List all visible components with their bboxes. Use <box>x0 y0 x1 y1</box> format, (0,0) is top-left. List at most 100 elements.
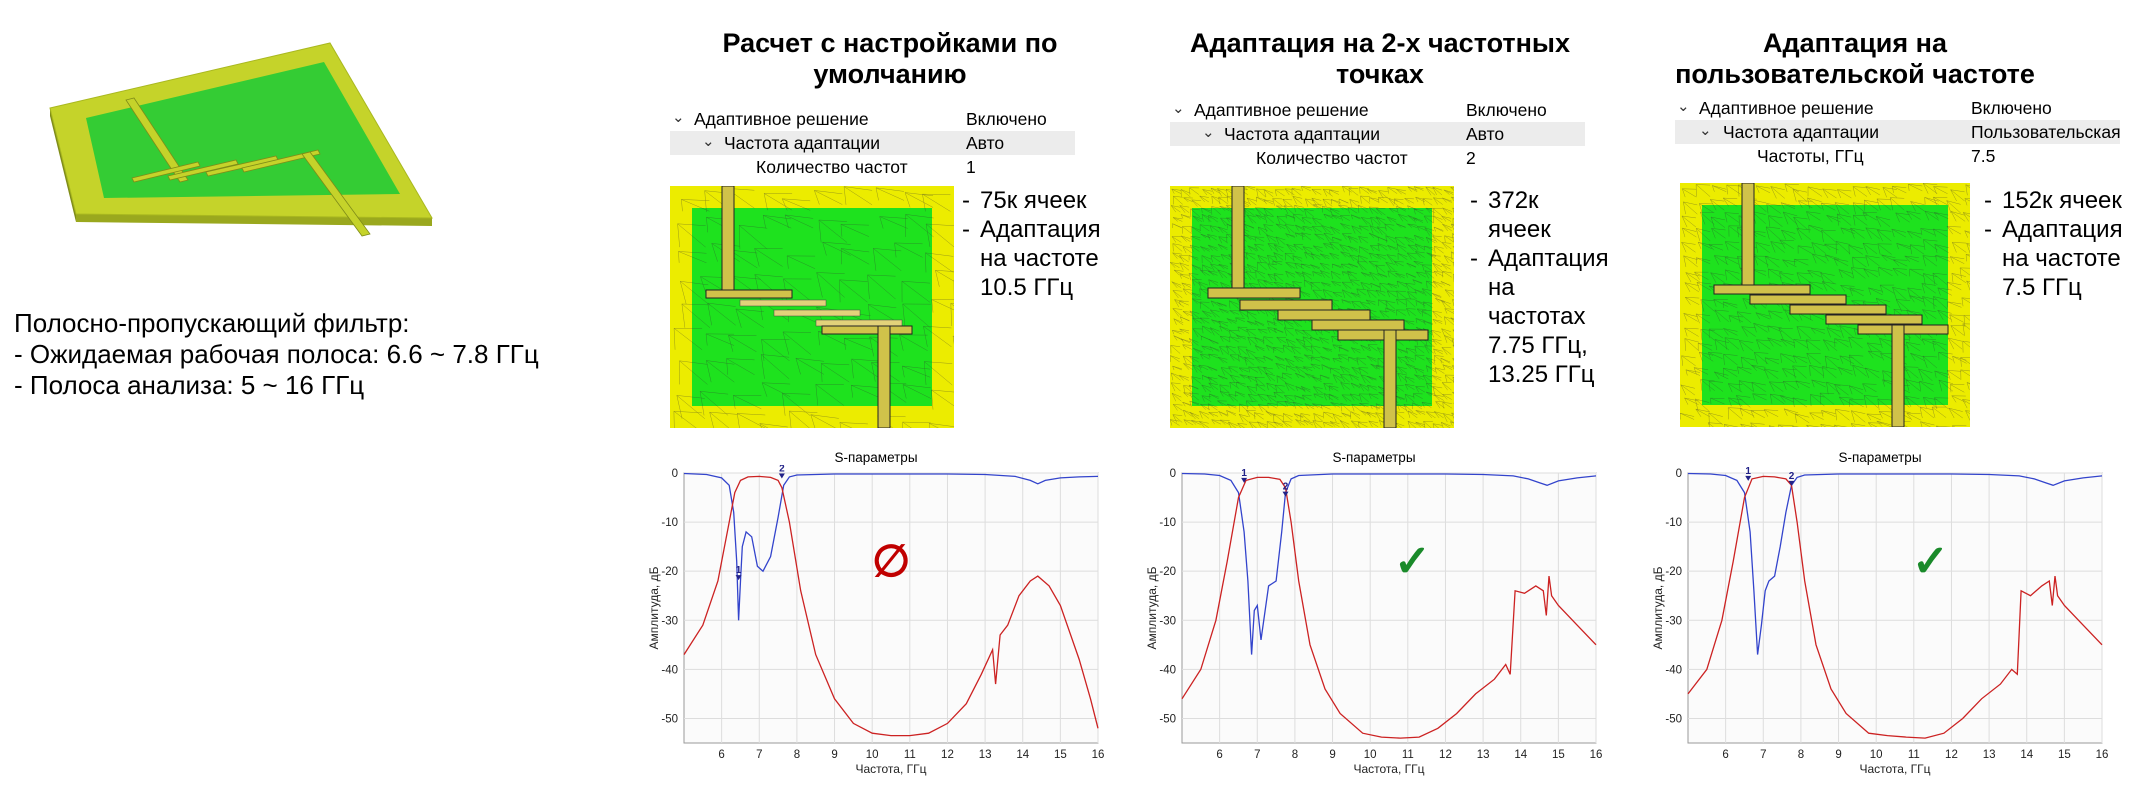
chart-title: S-параметры <box>1332 450 1416 465</box>
marker-label: 2 <box>1283 482 1289 493</box>
y-tick-label: -40 <box>661 664 678 676</box>
x-tick-label: 8 <box>1292 749 1298 761</box>
chevron-down-icon[interactable]: ⌄ <box>1699 122 1712 139</box>
prop-frequency-count[interactable]: Количество частот 2 <box>1256 148 1476 168</box>
x-axis-label: Частота, ГГц <box>855 762 926 776</box>
column-1-mesh-view <box>670 186 954 428</box>
y-tick-label: -10 <box>1159 517 1176 529</box>
marker-label: 1 <box>1241 468 1247 479</box>
x-axis-label: Частота, ГГц <box>1353 762 1424 776</box>
x-tick-label: 8 <box>1798 749 1804 761</box>
prop-frequencies-ghz[interactable]: Частоты, ГГц 7.5 <box>1757 146 1996 166</box>
x-tick-label: 10 <box>1870 749 1883 761</box>
y-tick-label: -50 <box>661 713 678 725</box>
x-tick-label: 11 <box>1402 749 1414 761</box>
column-2-notes: -372к ячеек - Адаптация на частотах 7.75 … <box>1470 186 1609 389</box>
checkmark-icon: ✓ <box>1394 537 1431 586</box>
y-tick-label: -30 <box>1665 615 1682 627</box>
x-tick-label: 16 <box>1092 749 1105 761</box>
x-tick-label: 12 <box>1945 749 1958 761</box>
x-tick-label: 9 <box>1329 749 1335 761</box>
x-axis-label: Частота, ГГц <box>1859 762 1930 776</box>
y-axis-label: Амплитуда, дБ <box>1145 566 1159 649</box>
x-tick-label: 8 <box>794 749 800 761</box>
series-line <box>1687 475 2103 739</box>
plot-area <box>1181 472 1597 744</box>
x-tick-label: 11 <box>1908 749 1920 761</box>
chevron-down-icon[interactable]: ⌄ <box>672 109 685 126</box>
prop-adaptation-frequency[interactable]: ⌄ Частота адаптации Пользовательская <box>1675 120 2121 144</box>
marker-label: 1 <box>1745 466 1751 477</box>
feed-line-left <box>125 97 189 183</box>
x-tick-label: 16 <box>2096 749 2109 761</box>
marker-label: 1 <box>736 565 742 576</box>
prop-frequency-count[interactable]: Количество частот 1 <box>756 157 976 177</box>
x-tick-label: 9 <box>831 749 837 761</box>
y-tick-label: 0 <box>1170 468 1176 480</box>
y-tick-label: -40 <box>1159 664 1176 676</box>
x-tick-label: 15 <box>2058 749 2071 761</box>
x-tick-label: 13 <box>979 749 992 761</box>
x-tick-label: 12 <box>941 749 954 761</box>
y-tick-label: -40 <box>1665 664 1682 676</box>
prop-adaptive-solution[interactable]: ⌄ Адаптивное решение Включено <box>670 107 1075 131</box>
s-parameters-chart-2: S-параметры 6 7 8 9 10 11 12 13 14 15 16 0 -10 -20 -30… <box>1144 450 1604 785</box>
x-tick-label: 6 <box>718 749 724 761</box>
series-line <box>683 475 1099 737</box>
x-tick-label: 16 <box>1590 749 1603 761</box>
y-tick-label: -30 <box>661 615 678 627</box>
y-tick-label: -20 <box>1159 566 1176 578</box>
column-3-property-grid: ⌄ Адаптивное решение Включено ⌄ Частота … <box>1675 96 2121 168</box>
x-tick-label: 13 <box>1477 749 1490 761</box>
prop-adaptive-solution[interactable]: ⌄ Адаптивное решение Включено <box>1675 96 2120 120</box>
x-tick-label: 11 <box>904 749 916 761</box>
feed-line-right <box>301 151 371 237</box>
x-tick-label: 7 <box>756 749 762 761</box>
y-tick-label: -20 <box>1665 566 1682 578</box>
marker-label: 2 <box>1789 471 1795 482</box>
y-axis-label: Амплитуда, дБ <box>647 566 661 649</box>
chevron-down-icon[interactable]: ⌄ <box>1172 100 1185 117</box>
checkmark-icon: ✓ <box>1912 537 1949 586</box>
series-line <box>683 472 1099 621</box>
marker-triangle <box>1282 491 1289 497</box>
plot-area <box>1687 472 2103 744</box>
prop-adaptive-solution[interactable]: ⌄ Адаптивное решение Включено <box>1170 98 1585 122</box>
column-2-property-grid: ⌄ Адаптивное решение Включено ⌄ Частота … <box>1170 98 1585 170</box>
column-1-title: Расчет с настройками по умолчанию <box>722 28 1058 89</box>
note-cells: -152к ячеек <box>1984 187 2122 214</box>
column-3-notes: -152к ячеек - Адаптация на частоте 7.5 ГГ… <box>1984 186 2134 302</box>
marker-label: 2 <box>779 465 785 474</box>
note-cells: -372к ячеек <box>1470 187 1551 243</box>
y-tick-label: -30 <box>1159 615 1176 627</box>
x-tick-label: 7 <box>1254 749 1260 761</box>
column-1-notes: -75к ячеек - Адаптация на частоте 10.5 ГГ… <box>962 186 1112 302</box>
note-cells: -75к ячеек <box>962 187 1087 214</box>
marker-triangle <box>1788 480 1795 486</box>
y-tick-label: -20 <box>661 566 678 578</box>
column-3-title: Адаптация на пользовательской частоте <box>1675 28 2035 89</box>
column-1-property-grid: ⌄ Адаптивное решение Включено ⌄ Частота … <box>670 107 1075 179</box>
marker-triangle <box>1241 477 1248 483</box>
chevron-down-icon[interactable]: ⌄ <box>702 133 715 150</box>
note-adaptation: - Адаптация на частоте 10.5 ГГц <box>962 216 1101 301</box>
prop-adaptation-frequency[interactable]: ⌄ Частота адаптации Авто <box>1170 122 1585 146</box>
x-tick-label: 6 <box>1722 749 1728 761</box>
chevron-down-icon[interactable]: ⌄ <box>1677 98 1690 115</box>
y-tick-label: -10 <box>1665 517 1682 529</box>
prop-adaptation-frequency[interactable]: ⌄ Частота адаптации Авто <box>670 131 1075 155</box>
x-tick-label: 13 <box>1983 749 1996 761</box>
x-tick-label: 14 <box>1016 749 1029 761</box>
x-tick-label: 12 <box>1439 749 1452 761</box>
y-tick-label: -50 <box>1159 713 1176 725</box>
y-tick-label: 0 <box>672 468 678 480</box>
chart-title: S-параметры <box>834 450 918 465</box>
chevron-down-icon[interactable]: ⌄ <box>1202 124 1215 141</box>
column-2-mesh-view <box>1170 186 1454 428</box>
x-tick-label: 15 <box>1054 749 1067 761</box>
x-tick-label: 14 <box>1514 749 1527 761</box>
series-line <box>1181 476 1597 739</box>
